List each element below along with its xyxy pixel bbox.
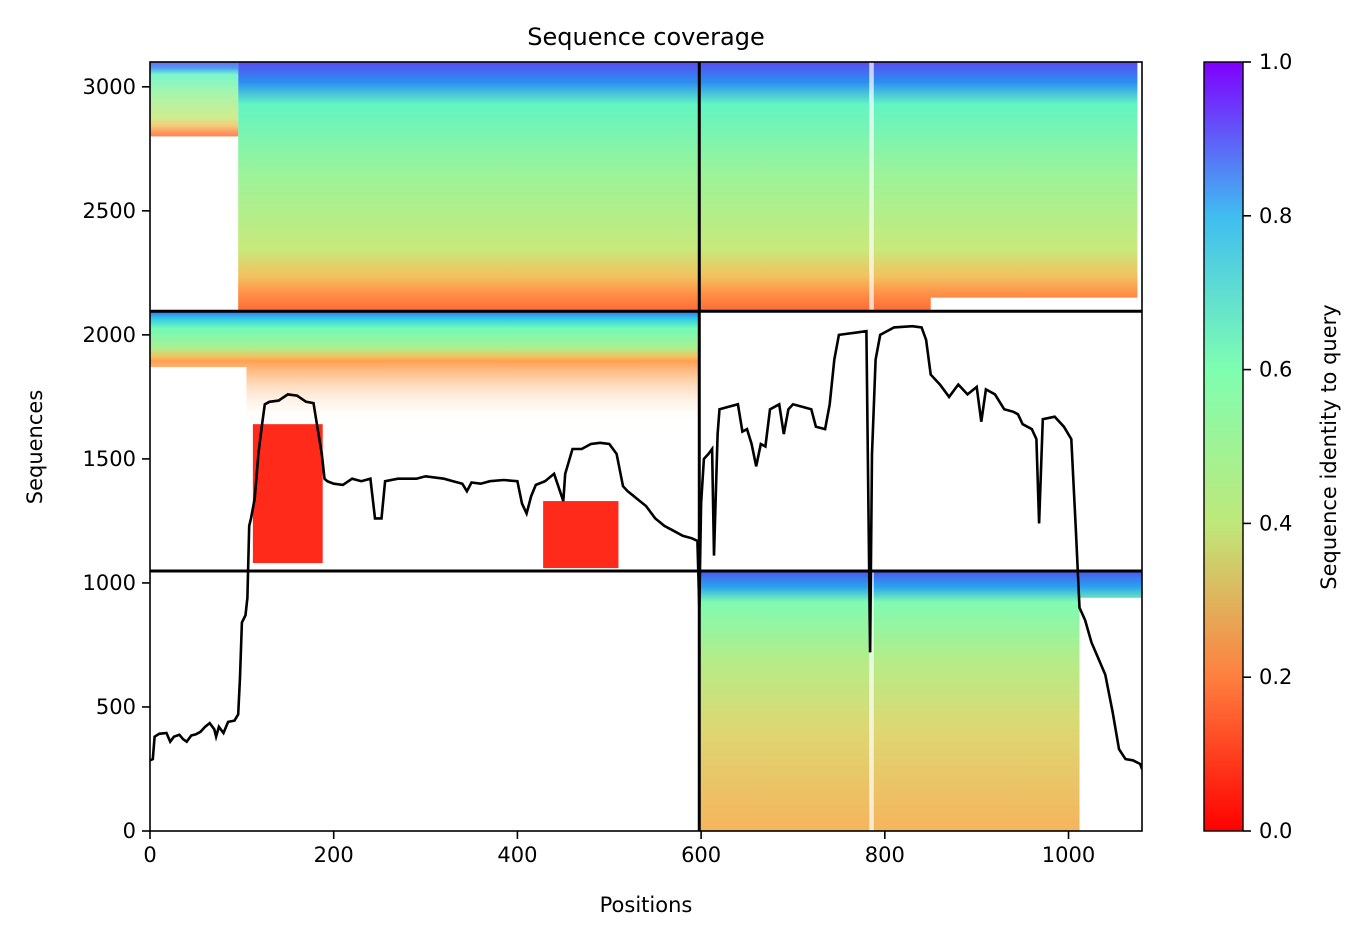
heatmap-block-mid-left-red-1 xyxy=(252,424,323,564)
y-tick-label: 2500 xyxy=(83,199,136,223)
colorbar-tick-label: 0.6 xyxy=(1259,358,1292,382)
y-tick-label: 2000 xyxy=(83,323,136,347)
colorbar-tick-label: 1.0 xyxy=(1259,50,1292,74)
heatmap-block-bottom-right xyxy=(699,571,1142,831)
y-tick-label: 1000 xyxy=(83,571,136,595)
x-tick-label: 600 xyxy=(681,843,721,867)
colorbar-label: Sequence identity to query xyxy=(1317,304,1341,589)
y-tick-label: 500 xyxy=(96,695,136,719)
x-tick-label: 800 xyxy=(865,843,905,867)
y-tick-label: 1500 xyxy=(83,447,136,471)
x-tick-label: 400 xyxy=(497,843,537,867)
y-tick-label: 3000 xyxy=(83,75,136,99)
heatmap-block-top-left-prefix xyxy=(150,62,239,137)
heatmap-block-top-left xyxy=(238,62,700,312)
heatmap-gap-top-right xyxy=(930,297,1142,312)
x-axis-label: Positions xyxy=(600,893,693,917)
y-axis-ticks: 0 500 1000 1500 2000 2500 3000 xyxy=(83,75,150,843)
colorbar-tick-label: 0.2 xyxy=(1259,665,1292,689)
chart-title: Sequence coverage xyxy=(527,23,764,51)
colorbar-tick-label: 0.4 xyxy=(1259,511,1292,535)
colorbar xyxy=(1203,61,1244,832)
coverage-heatmap xyxy=(150,62,1142,831)
block-boundaries xyxy=(150,62,1142,831)
x-tick-label: 1000 xyxy=(1042,843,1095,867)
x-tick-label: 0 xyxy=(143,843,156,867)
y-tick-label: 0 xyxy=(123,819,136,843)
x-axis-ticks: 0 200 400 600 800 1000 xyxy=(143,831,1095,867)
heatmap-block-top-right xyxy=(699,62,1138,312)
y-axis-label: Sequences xyxy=(23,390,47,505)
colorbar-tick-label: 0.0 xyxy=(1259,819,1292,843)
colorbar-tick-label: 0.8 xyxy=(1259,204,1292,228)
heatmap-block-mid-left-red-2 xyxy=(543,501,619,569)
colorbar-ticks: 0.0 0.2 0.4 0.6 0.8 1.0 xyxy=(1243,50,1292,843)
heatmap-gap-mid-left xyxy=(150,367,247,425)
coverage-line xyxy=(150,324,1142,770)
plot-frame xyxy=(149,61,1143,832)
x-tick-label: 200 xyxy=(314,843,354,867)
